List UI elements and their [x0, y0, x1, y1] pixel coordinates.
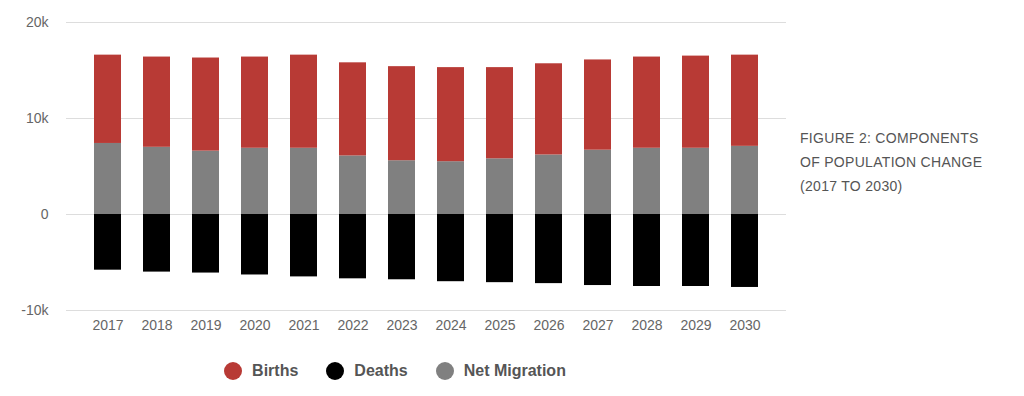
svg-text:10k: 10k — [26, 110, 50, 126]
html-text:Deaths: Deaths — [354, 362, 408, 379]
svg-text:2026: 2026 — [533, 317, 564, 333]
svg-text:2025: 2025 — [484, 317, 515, 333]
svg-text:2017: 2017 — [92, 317, 123, 333]
svg-text:2028: 2028 — [631, 317, 662, 333]
svg-text:2020: 2020 — [239, 317, 270, 333]
svg-text:2023: 2023 — [386, 317, 417, 333]
svg-text:0: 0 — [41, 206, 49, 222]
svg-text:2019: 2019 — [190, 317, 221, 333]
html-text:Births: Births — [252, 362, 299, 379]
svg-text:20k: 20k — [26, 14, 50, 30]
svg-text:2022: 2022 — [337, 317, 368, 333]
svg-text:2030: 2030 — [729, 317, 760, 333]
svg-text:2018: 2018 — [141, 317, 172, 333]
svg-text:2027: 2027 — [582, 317, 613, 333]
svg-text:2024: 2024 — [435, 317, 466, 333]
html-text:Net Migration: Net Migration — [463, 362, 566, 379]
svg-text:2021: 2021 — [288, 317, 319, 333]
svg-text:2029: 2029 — [680, 317, 711, 333]
svg-text:-10k: -10k — [21, 302, 49, 318]
html-text:FIGURE 2: COMPONENTS OF POPULA: FIGURE 2: COMPONENTS OF POPULATION CHANG… — [800, 130, 983, 194]
